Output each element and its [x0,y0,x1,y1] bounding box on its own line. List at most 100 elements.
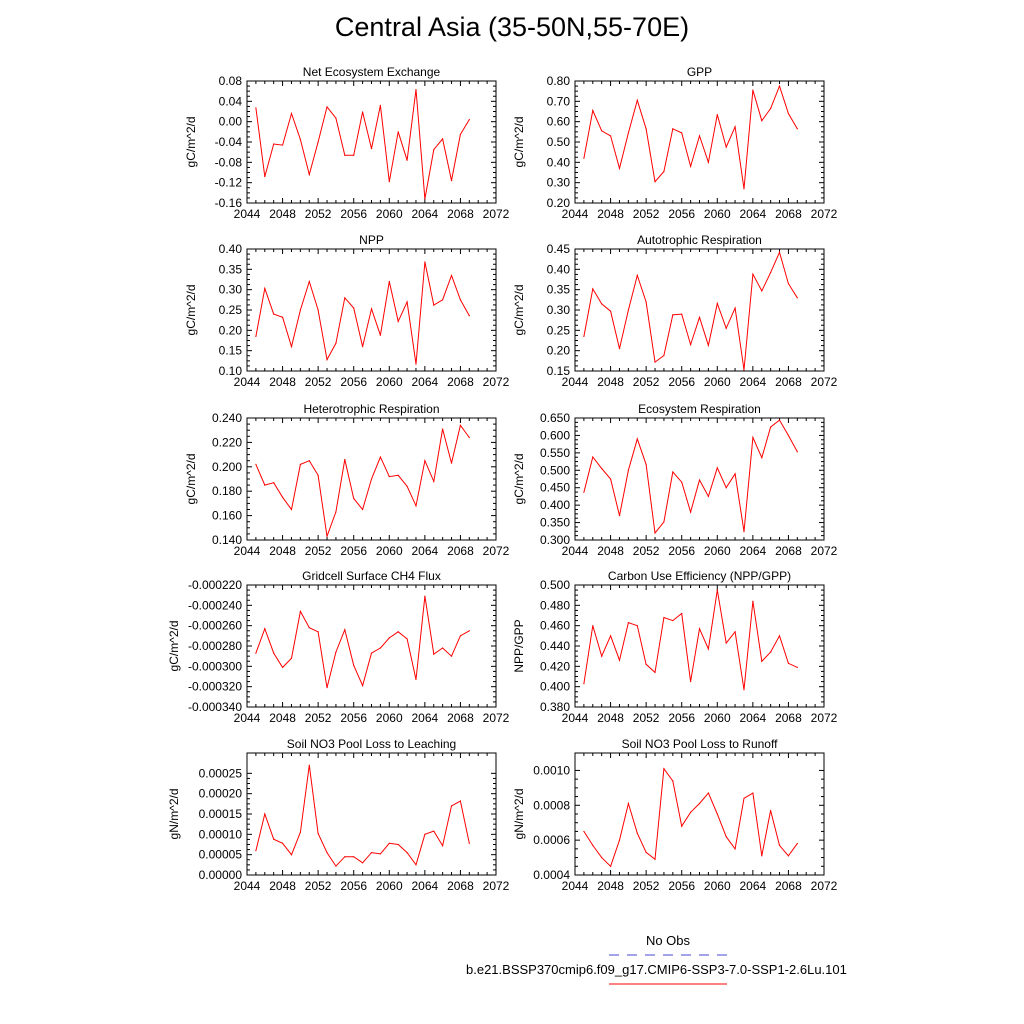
series-line [583,419,798,535]
data-point [725,146,727,148]
x-tick-label: 2064 [740,879,767,893]
data-point [609,135,612,137]
y-tick-label: 0.140 [212,533,242,547]
x-tick-label: 2060 [704,207,731,221]
data-point [796,128,798,130]
y-tick-label: 0.00015 [199,807,243,821]
x-tick-label: 2068 [447,879,474,893]
data-point [583,157,585,159]
plot-frame [574,248,825,372]
data-point [681,825,683,827]
x-tick-label: 2048 [269,207,296,221]
y-tick-label: 0.0010 [533,763,570,777]
y-tick-label: 0.40 [547,262,571,276]
data-point [725,487,727,489]
series-line [583,767,798,868]
x-tick-label: 2064 [412,879,439,893]
data-point [734,126,736,128]
y-axis-label: gC/m^2/d [167,621,181,672]
data-point [698,479,701,481]
data-point [299,463,301,465]
data-point [388,475,390,478]
x-tick-label: 2052 [305,711,332,725]
x-tick-label: 2044 [562,711,589,725]
x-tick-label: 2048 [597,544,624,558]
x-tick-label: 2060 [704,879,731,893]
data-point [397,474,399,476]
data-point [335,342,337,344]
x-tick-label: 2068 [447,544,474,558]
y-tick-label: 0.440 [540,639,570,653]
data-point [388,280,390,283]
x-tick-label: 2068 [447,375,474,389]
data-point [752,436,754,439]
data-point [592,288,594,290]
data-point [450,462,453,464]
x-tick-label: 2052 [305,375,332,389]
data-point [273,313,275,315]
data-point [609,865,612,867]
data-point [681,313,683,315]
data-point [415,864,417,866]
panel-10: Soil NO3 Pool Loss to Runoff gN/m^2/d 2044… [512,737,838,893]
data-point [743,188,745,190]
data-point [663,768,665,770]
data-point [698,628,701,630]
x-tick-label: 2052 [633,375,660,389]
data-point [317,141,319,143]
x-tick-label: 2072 [483,207,510,221]
data-point [663,616,665,619]
data-point [636,625,638,627]
data-point [353,307,355,309]
y-axis-label: gC/m^2/d [512,454,526,505]
data-point [618,348,621,350]
x-tick-label: 2072 [811,879,838,893]
x-tick-label: 2056 [668,207,695,221]
data-point [379,104,381,106]
data-point [353,664,355,666]
data-point [778,844,781,846]
data-point [761,660,763,662]
data-point [406,852,408,854]
data-point [707,792,709,794]
x-tick-label: 2068 [447,711,474,725]
data-point [406,301,408,303]
y-tick-label: -0.000340 [188,700,242,714]
panel-title: Carbon Use Efficiency (NPP/GPP) [608,569,791,583]
data-point [618,167,621,170]
data-point [796,843,798,845]
y-tick-label: 0.550 [540,446,570,460]
data-point [290,854,293,856]
data-point [264,628,266,630]
x-tick-label: 2056 [340,375,367,389]
series-line [583,250,798,370]
y-tick-label: 0.480 [540,598,570,612]
x-tick-label: 2048 [269,879,296,893]
x-tick-label: 2068 [775,544,802,558]
x-tick-label: 2072 [483,879,510,893]
data-point [583,335,585,338]
y-tick-label: 0.45 [547,242,571,256]
y-tick-label: 0.160 [212,509,242,523]
x-tick-label: 2060 [376,207,403,221]
y-tick-label: 0.70 [547,94,571,108]
y-axis-label: gC/m^2/d [184,117,198,168]
data-point [654,181,656,183]
data-point [583,491,585,493]
data-point [627,469,629,471]
data-point [353,497,355,500]
y-tick-label: 0.200 [212,460,242,474]
data-point [627,132,629,134]
y-tick-label: -0.000320 [188,680,242,694]
y-tick-label: 0.380 [540,700,570,714]
data-point [326,359,328,361]
y-tick-label: 0.20 [219,323,243,337]
data-point [255,335,257,338]
data-point [379,334,381,336]
data-point [442,845,444,847]
y-tick-label: 0.35 [219,262,243,276]
x-tick-label: 2072 [811,544,838,558]
data-point [601,130,603,132]
data-point [442,647,444,649]
y-tick-label: 0.300 [540,533,570,547]
